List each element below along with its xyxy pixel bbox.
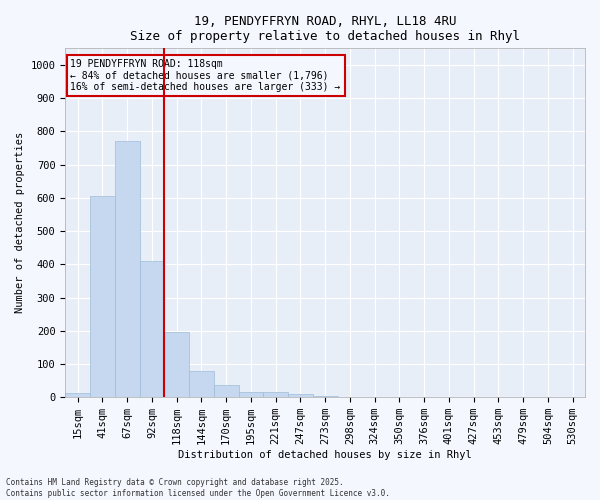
Text: 19 PENDYFFRYN ROAD: 118sqm
← 84% of detached houses are smaller (1,796)
16% of s: 19 PENDYFFRYN ROAD: 118sqm ← 84% of deta…: [70, 59, 341, 92]
Bar: [140, 261, 164, 397]
Bar: [214, 385, 239, 397]
Bar: [164, 332, 189, 397]
Text: Contains HM Land Registry data © Crown copyright and database right 2025.
Contai: Contains HM Land Registry data © Crown c…: [6, 478, 390, 498]
X-axis label: Distribution of detached houses by size in Rhyl: Distribution of detached houses by size …: [178, 450, 472, 460]
Bar: [90, 196, 115, 397]
Title: 19, PENDYFFRYN ROAD, RHYL, LL18 4RU
Size of property relative to detached houses: 19, PENDYFFRYN ROAD, RHYL, LL18 4RU Size…: [130, 15, 520, 43]
Bar: [189, 372, 214, 397]
Y-axis label: Number of detached properties: Number of detached properties: [15, 132, 25, 314]
Bar: [239, 392, 263, 397]
Bar: [65, 393, 90, 397]
Bar: [313, 396, 338, 397]
Bar: [288, 394, 313, 397]
Bar: [263, 392, 288, 397]
Bar: [115, 142, 140, 397]
